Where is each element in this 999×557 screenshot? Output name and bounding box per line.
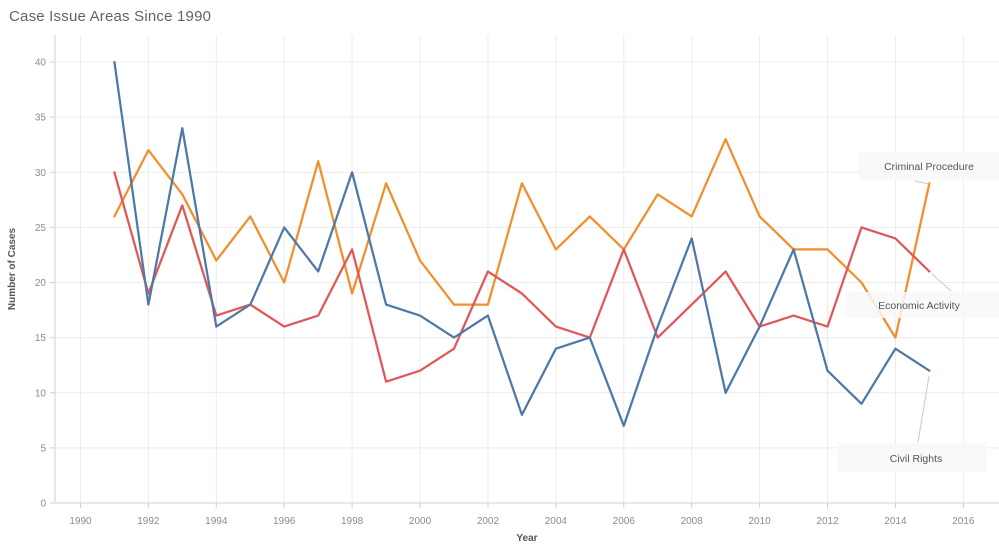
y-tick-label: 40	[35, 58, 47, 69]
series-line-economic-activity[interactable]	[113, 171, 931, 383]
x-tick-label: 2002	[477, 516, 500, 527]
series-label-box	[845, 292, 999, 318]
label-connector-line	[917, 375, 930, 443]
x-tick-label: 1996	[273, 516, 296, 527]
x-tick-label: 2006	[613, 516, 636, 527]
x-tick-label: 2004	[545, 516, 568, 527]
label-connector-line	[931, 273, 952, 292]
x-tick-label: 2010	[748, 516, 771, 527]
x-axis-title: Year	[516, 533, 537, 544]
series-label-criminal-procedure[interactable]: Criminal Procedure	[884, 161, 974, 173]
x-tick-label: 1994	[205, 516, 228, 527]
x-tick-label: 1992	[137, 516, 160, 527]
y-tick-label: 10	[35, 388, 47, 399]
y-tick-label: 20	[35, 278, 47, 289]
y-tick-label: 0	[40, 499, 46, 510]
chart-title: Case Issue Areas Since 1990	[9, 8, 212, 25]
y-tick-label: 35	[35, 113, 47, 124]
series-label-box	[837, 443, 987, 472]
y-tick-label: 15	[35, 333, 47, 344]
x-tick-label: 1998	[341, 516, 364, 527]
x-tick-label: 2012	[816, 516, 839, 527]
y-axis-title: Number of Cases	[7, 227, 18, 310]
x-tick-label: 2016	[952, 516, 975, 527]
y-tick-label: 30	[35, 168, 47, 179]
series-label-civil-rights[interactable]: Civil Rights	[890, 453, 943, 465]
label-connector-line	[914, 180, 930, 185]
x-tick-label: 1990	[69, 516, 92, 527]
x-tick-label: 2000	[409, 516, 432, 527]
y-tick-label: 25	[35, 223, 47, 234]
series-line-civil-rights[interactable]	[113, 60, 931, 427]
x-tick-label: 2014	[884, 516, 907, 527]
y-tick-label: 5	[40, 443, 46, 454]
series-label-box	[858, 152, 999, 180]
series-label-economic-activity[interactable]: Economic Activity	[878, 300, 960, 312]
x-tick-label: 2008	[681, 516, 704, 527]
